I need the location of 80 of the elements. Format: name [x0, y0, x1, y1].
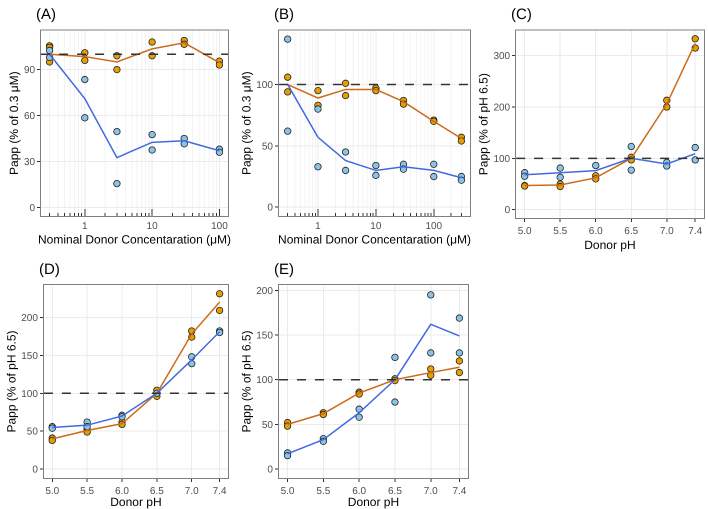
x-tick-label: 5.5: [553, 226, 568, 237]
x-tick-label: 7.0: [184, 486, 200, 497]
point: [692, 144, 699, 152]
point: [391, 354, 399, 362]
x-tick-label: 10: [370, 220, 382, 232]
y-tick-label: 90: [24, 65, 36, 76]
x-tick-label: 5.0: [518, 226, 532, 237]
point: [356, 414, 363, 421]
chart-title: (A): [36, 6, 56, 23]
point: [692, 156, 699, 164]
y-tick-label: 200: [21, 312, 38, 324]
y-tick-label: 0: [504, 205, 511, 216]
chart-title: (B): [274, 6, 294, 23]
point: [456, 357, 464, 365]
point: [216, 290, 224, 298]
y-axis-title: Papp (% of pH 6.5): [4, 330, 19, 433]
point: [427, 291, 434, 299]
x-tick-label: 100: [211, 220, 228, 232]
point: [692, 35, 699, 42]
x-tick-label: 7.4: [212, 486, 227, 497]
x-axis-title: Nominal Donor Concentaration (μM): [38, 232, 232, 247]
x-axis-title: Donor pH: [584, 238, 636, 252]
point: [216, 306, 224, 314]
y-tick-label: 50: [26, 426, 38, 438]
point: [456, 368, 464, 376]
x-tick-label: 7.0: [660, 226, 674, 237]
point: [628, 142, 635, 150]
chart-title: (E): [274, 261, 294, 278]
y-tick-label: 0: [30, 202, 36, 214]
y-tick-label: 50: [262, 420, 274, 431]
y-axis-title: Papp (% of pH 6.5): [476, 73, 491, 176]
y-tick-label: 100: [256, 375, 274, 386]
y-tick-label: 60: [24, 111, 36, 122]
x-tick-label: 7.0: [424, 486, 438, 497]
x-tick-label: 7.4: [452, 486, 467, 497]
x-tick-label: 6.5: [624, 226, 639, 237]
point: [391, 398, 399, 406]
y-tick-label: 100: [256, 80, 274, 92]
y-tick-label: 0: [267, 464, 274, 476]
point: [427, 365, 434, 373]
y-tick-label: 200: [493, 102, 511, 114]
chart-title: (C): [511, 6, 532, 23]
x-axis-title: Donor pH: [348, 495, 400, 509]
y-axis-title: Papp (% of pH 6.5): [240, 330, 254, 433]
x-tick-label: 5.0: [45, 486, 60, 497]
x-tick-label: 5.0: [280, 486, 295, 497]
y-tick-label: 30: [24, 156, 36, 168]
point: [628, 166, 635, 174]
x-tick-label: 1: [315, 220, 322, 232]
y-tick-label: 100: [493, 154, 511, 165]
x-tick-label: 6.0: [352, 486, 367, 497]
x-tick-label: 5.5: [80, 486, 95, 497]
point: [556, 164, 564, 172]
y-tick-label: 150: [256, 330, 274, 342]
point: [556, 174, 564, 181]
point: [592, 162, 600, 170]
y-tick-label: 200: [256, 286, 274, 297]
x-tick-label: 5.5: [316, 486, 331, 497]
point: [456, 314, 464, 322]
x-tick-label: 6.0: [588, 226, 604, 237]
x-tick-label: 10: [146, 220, 158, 232]
y-tick-label: 100: [21, 388, 38, 400]
chart-title: (D): [39, 261, 60, 278]
y-tick-label: 300: [493, 51, 511, 62]
x-axis-title: Donor pH: [110, 495, 162, 509]
point: [427, 349, 434, 357]
x-tick-label: 6.0: [115, 486, 130, 497]
y-axis-title: Papp (% of 0.3 μM): [240, 71, 254, 175]
x-tick-label: 6.5: [150, 486, 164, 497]
y-tick-label: 50: [262, 141, 274, 152]
x-tick-label: 1: [82, 220, 88, 232]
y-tick-label: 0: [267, 202, 274, 214]
x-tick-label: 6.5: [388, 486, 402, 497]
x-tick-label: 7.4: [688, 226, 703, 237]
point: [456, 349, 464, 357]
y-axis-title: Papp (% of 0.3 μM): [7, 71, 22, 175]
y-tick-label: 0: [32, 464, 38, 476]
x-axis-title: Nominal Donor Concentaration (μM): [278, 232, 472, 247]
x-tick-label: 100: [425, 220, 443, 232]
y-tick-label: 150: [21, 350, 38, 362]
